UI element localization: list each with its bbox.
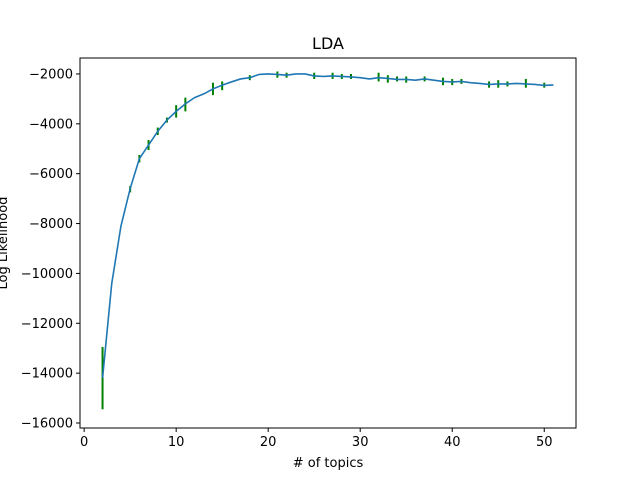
x-tick-label: 30 xyxy=(352,435,369,450)
plot-area xyxy=(101,71,554,410)
series-line xyxy=(101,73,554,379)
y-tick-label: −2000 xyxy=(29,67,73,82)
x-axis: 0 10 20 30 40 50 xyxy=(80,428,553,450)
x-tick-label: 20 xyxy=(260,435,277,450)
y-tick-label: −6000 xyxy=(29,167,73,182)
x-tick-label: 40 xyxy=(444,435,461,450)
y-axis-label: Log Likelihood xyxy=(0,197,11,290)
y-tick-label: −10000 xyxy=(21,267,73,282)
y-axis: −16000 −14000 −12000 −10000 −8000 −6000 −4000 −… xyxy=(21,67,80,432)
x-tick-label: 50 xyxy=(536,435,553,450)
x-axis-label: # of topics xyxy=(293,456,364,471)
x-tick-label: 10 xyxy=(168,435,185,450)
y-tick-label: −16000 xyxy=(21,417,73,432)
axes-frame xyxy=(79,57,577,429)
y-tick-label: −12000 xyxy=(21,317,73,332)
y-tick-label: −8000 xyxy=(29,217,73,232)
chart-title: LDA xyxy=(312,34,344,53)
y-tick-label: −4000 xyxy=(29,117,73,132)
x-tick-label: 0 xyxy=(80,435,88,450)
y-tick-label: −14000 xyxy=(21,367,73,382)
